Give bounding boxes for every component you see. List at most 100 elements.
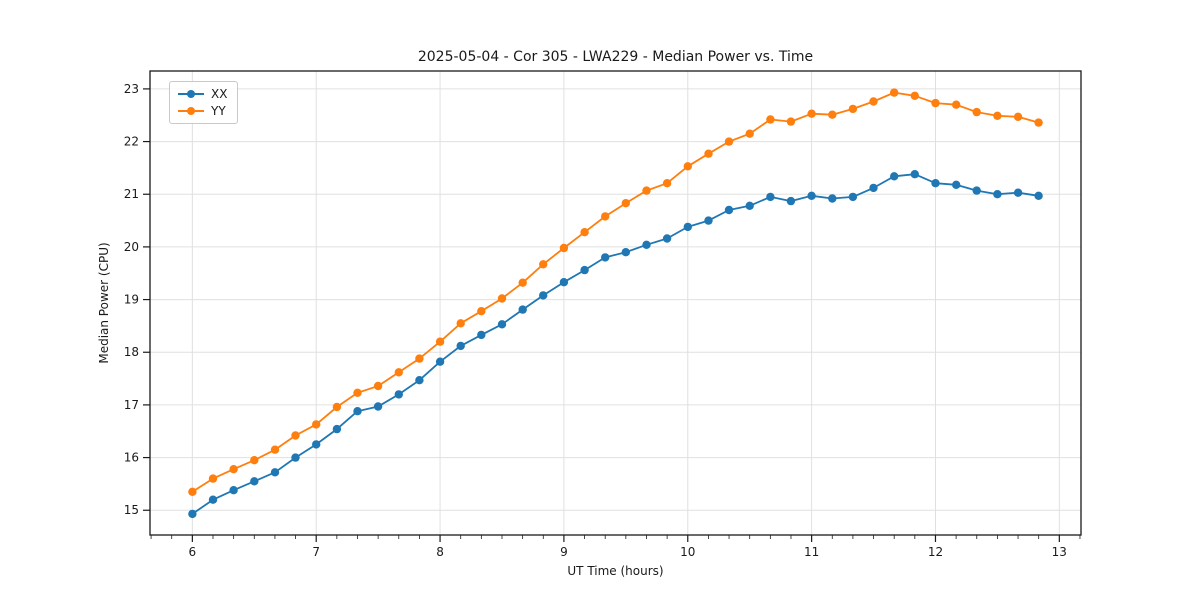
y-tick-label: 20 xyxy=(124,240,139,254)
data-point-xx xyxy=(559,278,569,287)
data-point-xx xyxy=(807,191,816,200)
legend-marker-yy xyxy=(178,107,204,116)
data-point-yy xyxy=(828,110,837,119)
data-point-xx xyxy=(848,192,858,202)
data-point-yy xyxy=(993,111,1002,121)
legend-label-xx: XX xyxy=(211,87,228,101)
data-point-yy xyxy=(415,354,424,363)
x-tick-label: 10 xyxy=(680,545,695,559)
data-point-xx xyxy=(312,440,321,449)
data-point-yy xyxy=(704,149,713,158)
y-tick-label: 16 xyxy=(124,451,139,465)
data-point-yy xyxy=(683,162,692,171)
data-point-xx xyxy=(662,234,672,243)
data-point-xx xyxy=(724,205,734,215)
chart-title: 2025-05-04 - Cor 305 - LWA229 - Median P… xyxy=(417,49,814,65)
y-tick-label: 19 xyxy=(124,293,139,307)
legend-marker-xx xyxy=(178,90,204,99)
data-point-yy xyxy=(745,129,754,138)
data-point-yy xyxy=(188,487,197,496)
data-point-xx xyxy=(373,402,383,411)
data-point-yy xyxy=(1013,112,1023,122)
data-point-yy xyxy=(952,100,961,109)
y-axis-label: Median Power (CPU) xyxy=(97,242,111,364)
data-point-xx xyxy=(539,291,548,300)
legend: XX YY xyxy=(169,81,239,124)
data-point-yy xyxy=(601,212,610,221)
y-tick-label: 21 xyxy=(124,187,139,201)
data-point-xx xyxy=(415,376,424,385)
data-point-yy xyxy=(497,294,507,303)
data-point-xx xyxy=(188,509,197,519)
data-point-yy xyxy=(931,98,940,108)
legend-label-yy: YY xyxy=(211,104,226,118)
x-tick-label: 7 xyxy=(312,545,320,559)
data-point-yy xyxy=(435,337,445,346)
data-point-xx xyxy=(931,179,940,188)
data-point-xx xyxy=(394,390,403,399)
data-point-yy xyxy=(456,319,465,328)
x-tick-label: 9 xyxy=(560,545,568,559)
data-point-yy xyxy=(208,474,218,483)
data-point-yy xyxy=(766,115,775,124)
data-point-xx xyxy=(704,216,713,225)
data-point-xx xyxy=(1013,188,1023,197)
data-point-yy xyxy=(1034,118,1043,127)
data-point-yy xyxy=(890,88,899,97)
data-point-yy xyxy=(724,137,734,146)
data-point-yy xyxy=(559,243,569,253)
plot-frame xyxy=(149,70,1082,536)
data-point-xx xyxy=(497,320,507,329)
data-point-xx xyxy=(745,201,754,210)
data-point-xx xyxy=(952,180,961,189)
data-point-yy xyxy=(869,97,878,106)
data-point-xx xyxy=(291,453,300,462)
data-point-xx xyxy=(518,305,527,314)
x-tick-label: 11 xyxy=(804,545,819,559)
series-line-yy xyxy=(191,91,1039,493)
x-tick-label: 6 xyxy=(189,545,197,559)
data-point-xx xyxy=(766,192,775,202)
series-line-xx xyxy=(191,173,1039,515)
data-point-yy xyxy=(229,465,238,474)
data-point-yy xyxy=(332,402,342,412)
data-point-yy xyxy=(642,186,651,195)
data-point-yy xyxy=(373,381,383,391)
data-point-xx xyxy=(229,486,238,495)
data-point-yy xyxy=(621,199,630,208)
data-point-yy xyxy=(972,107,981,117)
data-point-xx xyxy=(828,194,837,203)
data-point-xx xyxy=(869,183,878,193)
data-point-yy xyxy=(539,260,548,269)
data-point-yy xyxy=(394,368,403,377)
data-point-xx xyxy=(456,341,465,351)
y-tick-label: 22 xyxy=(124,135,139,149)
y-tick-label: 17 xyxy=(124,398,139,412)
x-tick-label: 13 xyxy=(1052,545,1067,559)
data-point-yy xyxy=(807,109,816,118)
data-point-yy xyxy=(353,388,362,397)
data-point-xx xyxy=(1034,191,1043,200)
data-point-xx xyxy=(332,424,342,434)
data-point-xx xyxy=(477,330,486,340)
x-tick-label: 8 xyxy=(436,545,444,559)
data-point-xx xyxy=(683,222,692,232)
data-point-xx xyxy=(270,468,280,477)
data-point-xx xyxy=(786,196,796,206)
data-point-yy xyxy=(270,445,280,454)
y-tick-label: 15 xyxy=(124,503,139,517)
x-tick-label: 12 xyxy=(928,545,943,559)
y-tick-label: 18 xyxy=(124,345,139,359)
data-point-xx xyxy=(250,477,259,486)
data-point-yy xyxy=(477,307,486,316)
data-point-xx xyxy=(993,190,1002,199)
legend-item-yy: YY xyxy=(178,105,227,117)
data-point-xx xyxy=(642,240,651,249)
legend-item-xx: XX xyxy=(178,88,227,100)
data-point-yy xyxy=(518,278,527,287)
data-point-yy xyxy=(848,104,858,114)
data-point-xx xyxy=(972,186,981,195)
data-point-yy xyxy=(291,431,300,440)
data-point-xx xyxy=(208,495,218,504)
